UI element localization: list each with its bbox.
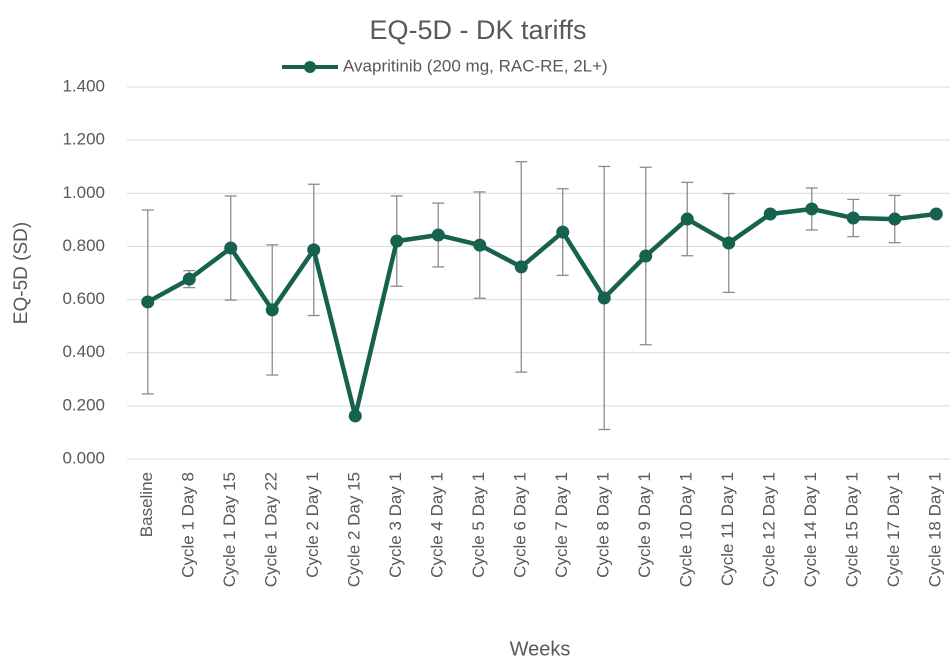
data-point xyxy=(722,236,736,250)
x-tick-label: Cycle 1 Day 8 xyxy=(179,472,198,578)
x-tick-label: Cycle 6 Day 1 xyxy=(511,472,530,578)
x-tick-label: Cycle 15 Day 1 xyxy=(843,472,862,587)
data-point xyxy=(141,295,155,309)
data-point xyxy=(265,303,279,317)
x-tick-label: Cycle 10 Day 1 xyxy=(677,472,696,587)
data-point xyxy=(763,207,777,221)
data-point xyxy=(390,234,404,248)
x-tick-label: Cycle 18 Day 1 xyxy=(926,472,945,587)
data-point xyxy=(431,228,445,242)
data-point xyxy=(348,409,362,423)
series-line xyxy=(146,206,937,419)
data-point xyxy=(639,249,653,263)
data-point xyxy=(224,241,238,255)
data-point xyxy=(888,212,902,226)
data-point xyxy=(846,211,860,225)
data-point xyxy=(182,272,196,286)
data-point xyxy=(473,238,487,252)
data-point xyxy=(514,260,528,274)
x-tick-label: Cycle 3 Day 1 xyxy=(386,472,405,578)
legend-marker xyxy=(304,61,316,73)
y-tick-label: 0.200 xyxy=(62,395,105,414)
x-tick-label: Cycle 1 Day 22 xyxy=(262,472,281,587)
y-axis-title: EQ-5D (SD) xyxy=(11,222,32,324)
y-tick-label: 1.000 xyxy=(62,183,105,202)
x-tick-label: Baseline xyxy=(137,472,156,537)
data-point xyxy=(307,243,321,257)
x-tick-label: Cycle 4 Day 1 xyxy=(428,472,447,578)
x-axis-title: Weeks xyxy=(510,638,571,660)
x-tick-label: Cycle 8 Day 1 xyxy=(594,472,613,578)
data-point xyxy=(680,212,694,226)
x-tick-label: Cycle 5 Day 1 xyxy=(469,472,488,578)
data-point xyxy=(805,202,819,216)
data-point xyxy=(556,225,570,239)
y-tick-label: 1.200 xyxy=(62,130,105,149)
data-point xyxy=(929,207,943,221)
legend-label: Avapritinib (200 mg, RAC-RE, 2L+) xyxy=(343,56,608,75)
chart-title: EQ-5D - DK tariffs xyxy=(369,15,586,45)
x-tick-label: Cycle 1 Day 15 xyxy=(220,472,239,587)
x-tick-label: Cycle 2 Day 15 xyxy=(345,472,364,587)
y-tick-label: 0.400 xyxy=(62,342,105,361)
x-tick-label: Cycle 9 Day 1 xyxy=(635,472,654,578)
y-tick-label: 1.400 xyxy=(62,76,105,95)
x-tick-label: Cycle 11 Day 1 xyxy=(718,472,737,586)
x-tick-label: Cycle 7 Day 1 xyxy=(552,472,571,578)
data-point xyxy=(597,291,611,305)
x-tick-label: Cycle 12 Day 1 xyxy=(760,472,779,587)
x-tick-label: Cycle 17 Day 1 xyxy=(884,472,903,587)
y-tick-label: 0.800 xyxy=(62,236,105,255)
y-tick-label: 0.000 xyxy=(62,448,105,467)
x-tick-label: Cycle 2 Day 1 xyxy=(303,472,322,578)
y-tick-label: 0.600 xyxy=(62,289,105,308)
x-tick-label: Cycle 14 Day 1 xyxy=(801,472,820,587)
